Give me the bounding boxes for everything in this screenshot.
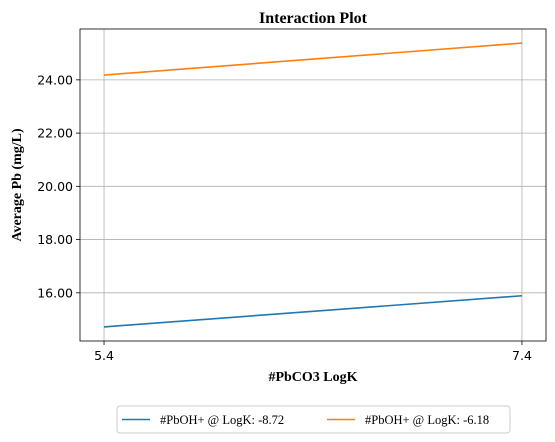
legend-frame	[116, 405, 511, 434]
grid-lines	[80, 29, 546, 341]
legend: #PbOH+ @ LogK: -8.72 #PbOH+ @ LogK: -6.18	[116, 405, 511, 434]
legend-label-2: #PbOH+ @ LogK: -6.18	[365, 413, 489, 427]
y-tick-label: 20.00	[37, 179, 73, 194]
series-layer	[103, 42, 523, 328]
x-tick-label: 5.4	[94, 348, 114, 363]
x-tick-label: 7.4	[512, 348, 532, 363]
y-axis-ticks: 16.00 18.00 20.00 22.00 24.00	[37, 72, 80, 300]
plot-frame	[79, 28, 547, 342]
legend-label-1: #PbOH+ @ LogK: -8.72	[160, 413, 284, 427]
series-line-1	[103, 294, 523, 328]
x-axis-ticks: 5.4 7.4	[94, 341, 532, 363]
y-tick-label: 22.00	[37, 126, 73, 141]
y-tick-label: 18.00	[37, 232, 73, 247]
x-axis-label: #PbCO3 LogK	[268, 370, 357, 385]
y-axis-label: Average Pb (mg/L)	[10, 128, 25, 242]
series-line-2	[103, 42, 523, 76]
chart-title: Interaction Plot	[259, 10, 368, 27]
y-tick-label: 16.00	[37, 285, 73, 300]
y-tick-label: 24.00	[37, 72, 73, 87]
